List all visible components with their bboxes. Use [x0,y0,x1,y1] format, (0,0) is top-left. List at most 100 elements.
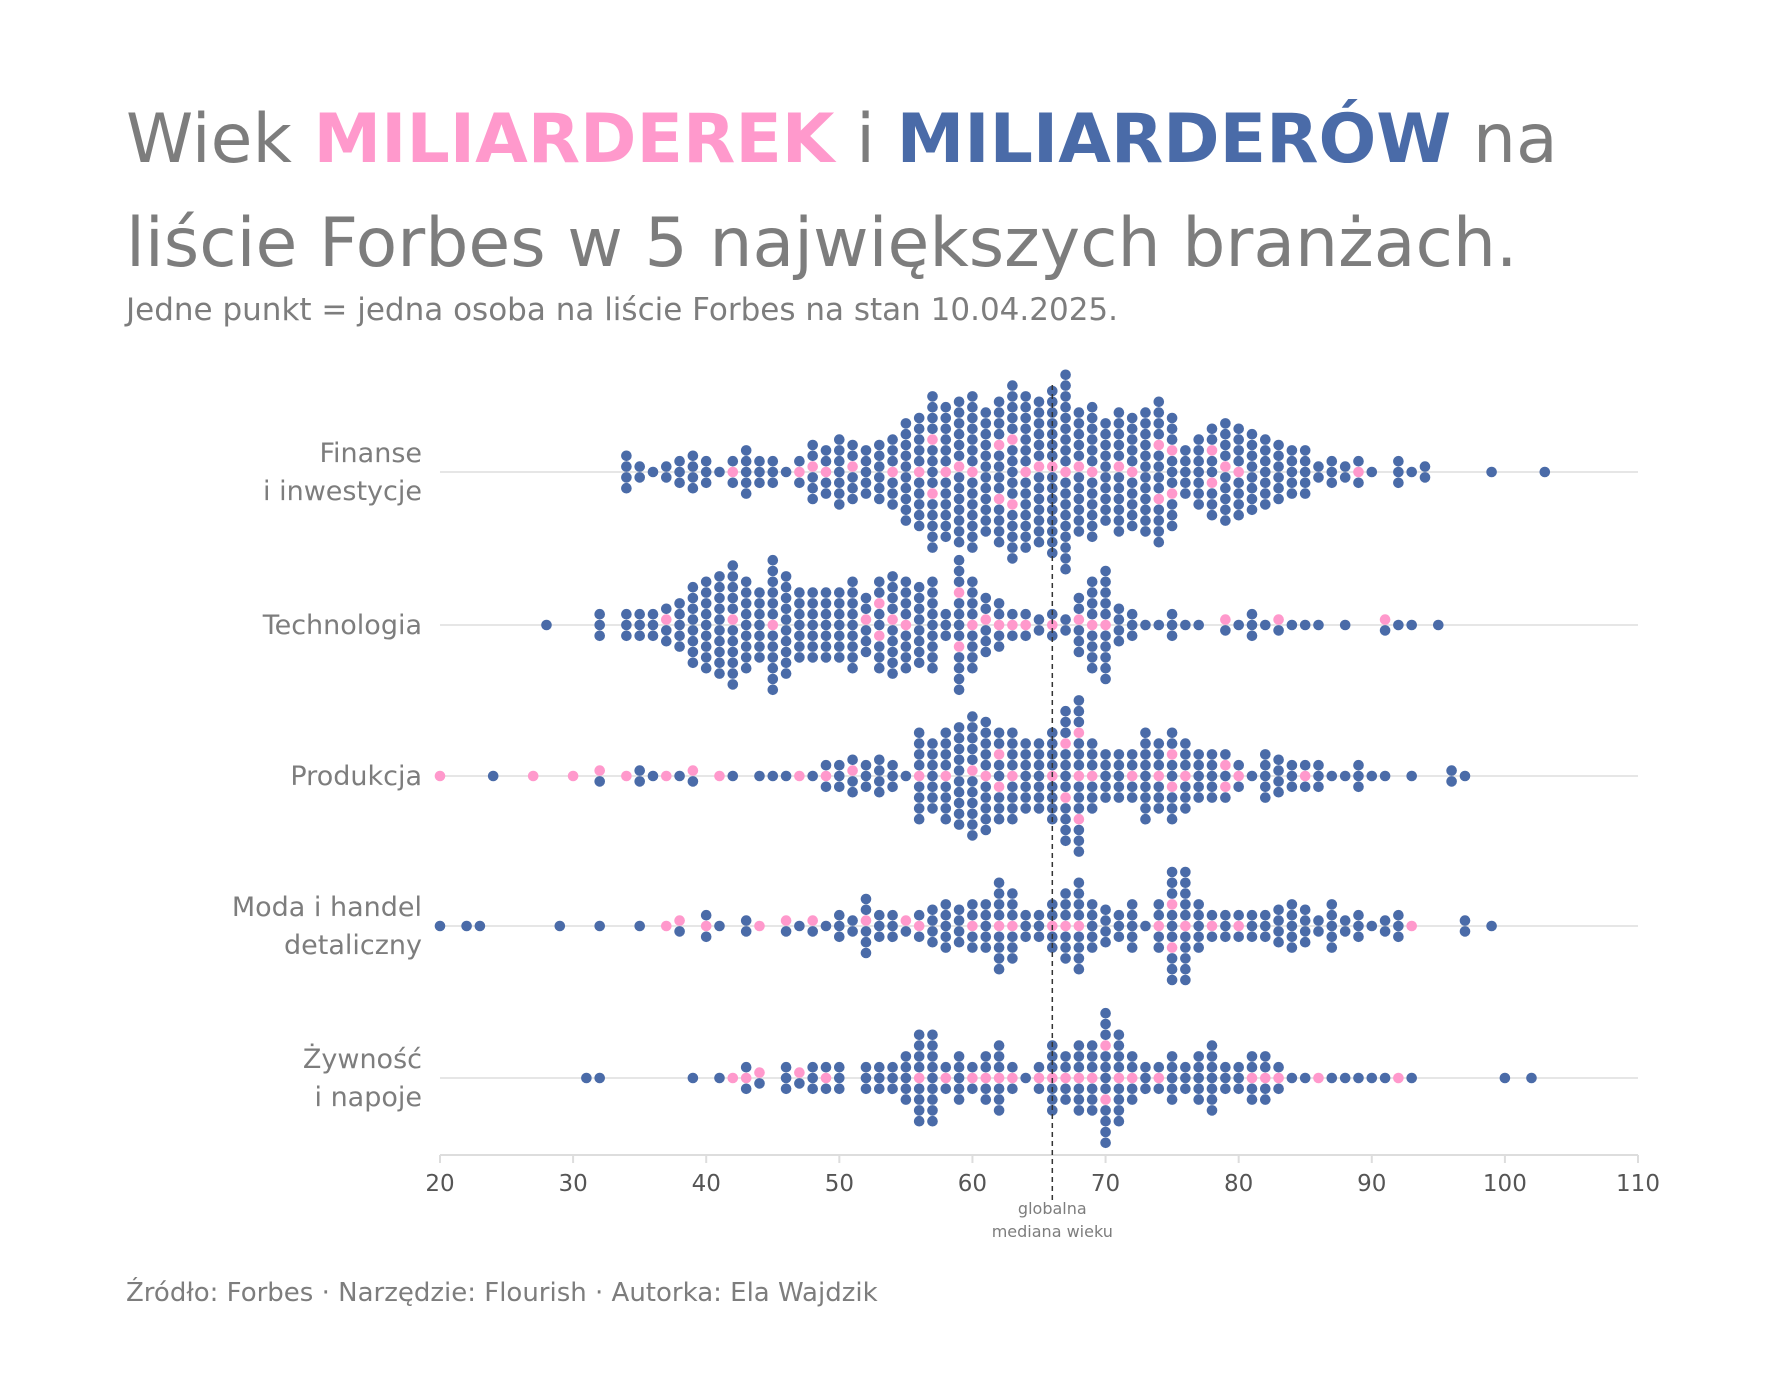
dot-man [1073,418,1085,429]
dot-man [913,635,925,647]
dot-man [1419,461,1431,472]
dot-man [780,926,792,937]
dot-man [927,662,938,674]
dot-woman [727,614,739,625]
dot-man [1073,526,1085,537]
dot-man [1353,1072,1364,1084]
dot-man [874,909,885,921]
dot-man [820,652,832,663]
dot-man [727,571,739,582]
dot-man [953,526,965,537]
dot-man [967,641,978,652]
dot-man [1260,445,1271,456]
dot-man [980,1094,992,1105]
dot-man [700,662,712,674]
dot-man [980,407,992,418]
dot-man [1313,915,1324,926]
dot-man [967,899,978,910]
dot-man [913,1051,925,1062]
dot-man [780,466,792,478]
dot-man [1180,445,1191,456]
dot-man [1073,705,1085,717]
dot-man [1113,450,1125,462]
dot-man [1060,716,1071,728]
dot-man [1246,608,1258,620]
dot-man [887,781,898,793]
dot-man [993,803,1005,814]
dot-man [1060,803,1071,814]
dot-man [1086,1040,1098,1051]
dot-woman [1220,461,1231,472]
dot-man [847,786,858,798]
dot-woman [1007,920,1018,932]
dot-man [1180,477,1191,489]
dot-man [1007,792,1018,803]
dot-man [1299,1072,1311,1084]
dot-man [740,630,752,642]
dot-man [1007,953,1018,964]
dot-woman [1153,920,1165,932]
dot-man [953,1094,965,1105]
dot-man [927,391,938,402]
dot-man [1140,450,1151,462]
dot-man [727,646,739,658]
dot-man [1193,759,1204,771]
dot-man [1326,920,1338,932]
dot-man [1193,466,1204,478]
dot-man [1086,587,1098,598]
dot-man [1100,749,1111,760]
dot-man [740,466,752,478]
dot-man [1073,824,1085,836]
dot-man [874,1072,885,1084]
dot-man [1007,380,1018,391]
dot-man [700,587,712,598]
dot-man [953,515,965,526]
x-tick-label: 100 [1483,1171,1527,1197]
dot-man [1233,499,1244,510]
dot-man [1126,455,1138,467]
dot-woman [794,770,805,782]
dot-man [794,619,805,631]
dot-man [927,1040,938,1051]
dot-man [1286,466,1298,478]
dot-man [1113,792,1125,803]
dot-man [1153,536,1165,548]
dot-man [1180,1083,1191,1095]
dot-woman [1060,1072,1071,1084]
dot-man [860,625,872,636]
dot-man [860,592,872,604]
dot-man [1073,695,1085,706]
dot-man [1073,738,1085,749]
dot-woman [980,1072,992,1084]
dot-man [1286,781,1298,793]
dot-man [1113,781,1125,793]
dot-man [913,445,925,456]
dot-man [1060,824,1071,836]
category-label: i napoje [314,1082,422,1113]
dot-man [1060,499,1071,510]
dot-man [1286,619,1298,631]
dot-man [1486,466,1497,478]
dot-man [1326,899,1338,910]
dot-man [1406,466,1417,478]
dot-man [1233,909,1244,921]
dot-man [1086,401,1098,413]
dot-man [940,1083,952,1095]
dot-man [980,813,992,825]
dot-man [980,931,992,943]
dot-man [1033,450,1045,462]
dot-man [1166,608,1178,620]
dot-man [1113,1105,1125,1116]
dot-man [860,635,872,647]
dot-man [1299,926,1311,937]
dot-man [1366,466,1378,478]
dot-man [887,581,898,593]
dot-man [1246,1051,1258,1062]
dot-man [913,1029,925,1041]
dot-man [1153,418,1165,429]
dot-woman [847,461,858,472]
dot-man [1246,770,1258,782]
dot-man [634,920,645,932]
dot-man [1246,428,1258,440]
dot-man [834,466,845,478]
